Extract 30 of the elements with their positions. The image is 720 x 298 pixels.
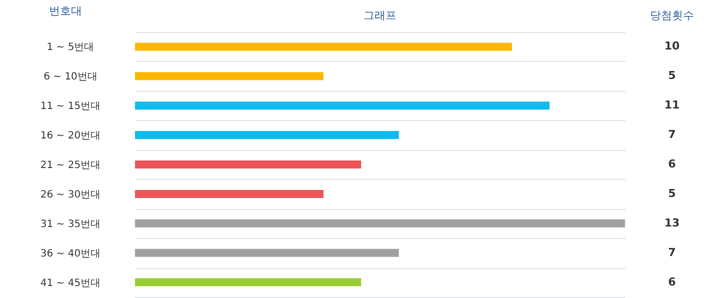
- y-tick-label: 36 ~ 40번대: [40, 248, 101, 260]
- data-label: 6: [668, 275, 676, 288]
- bar: [135, 219, 625, 228]
- y-tick-label: 31 ~ 35번대: [40, 218, 101, 230]
- bar: [135, 160, 362, 168]
- data-label: 5: [668, 69, 676, 82]
- data-label: 11: [664, 98, 680, 112]
- y-tick-label: 21 ~ 25번대: [40, 160, 101, 171]
- y-tick-label: 6 ~ 10번대: [44, 72, 98, 83]
- data-label: 7: [668, 128, 676, 142]
- bar: [135, 42, 512, 51]
- data-label: 10: [664, 40, 680, 53]
- y-tick-label: 11 ~ 15번대: [40, 101, 101, 112]
- y-tick-label: 16 ~ 20번대: [40, 130, 101, 142]
- data-label: 5: [668, 186, 676, 200]
- y-tick-label: 41 ~ 45번대: [40, 278, 101, 289]
- bar: [135, 248, 399, 257]
- bar: [135, 72, 324, 80]
- data-label: 7: [668, 246, 676, 259]
- chart-title: 그래프: [364, 9, 396, 22]
- text: 당첨횟수: [650, 9, 694, 22]
- bar: [135, 278, 362, 286]
- data-label: 13: [664, 216, 680, 230]
- y-tick-label: 26 ~ 30번대: [40, 189, 101, 200]
- bar: [135, 190, 324, 198]
- y-axis-title: 번호대: [49, 4, 82, 18]
- bar: [135, 102, 550, 110]
- data-label: 6: [668, 158, 676, 170]
- y-tick-label: 1 ~ 5번대: [46, 42, 94, 54]
- bar: [135, 131, 399, 140]
